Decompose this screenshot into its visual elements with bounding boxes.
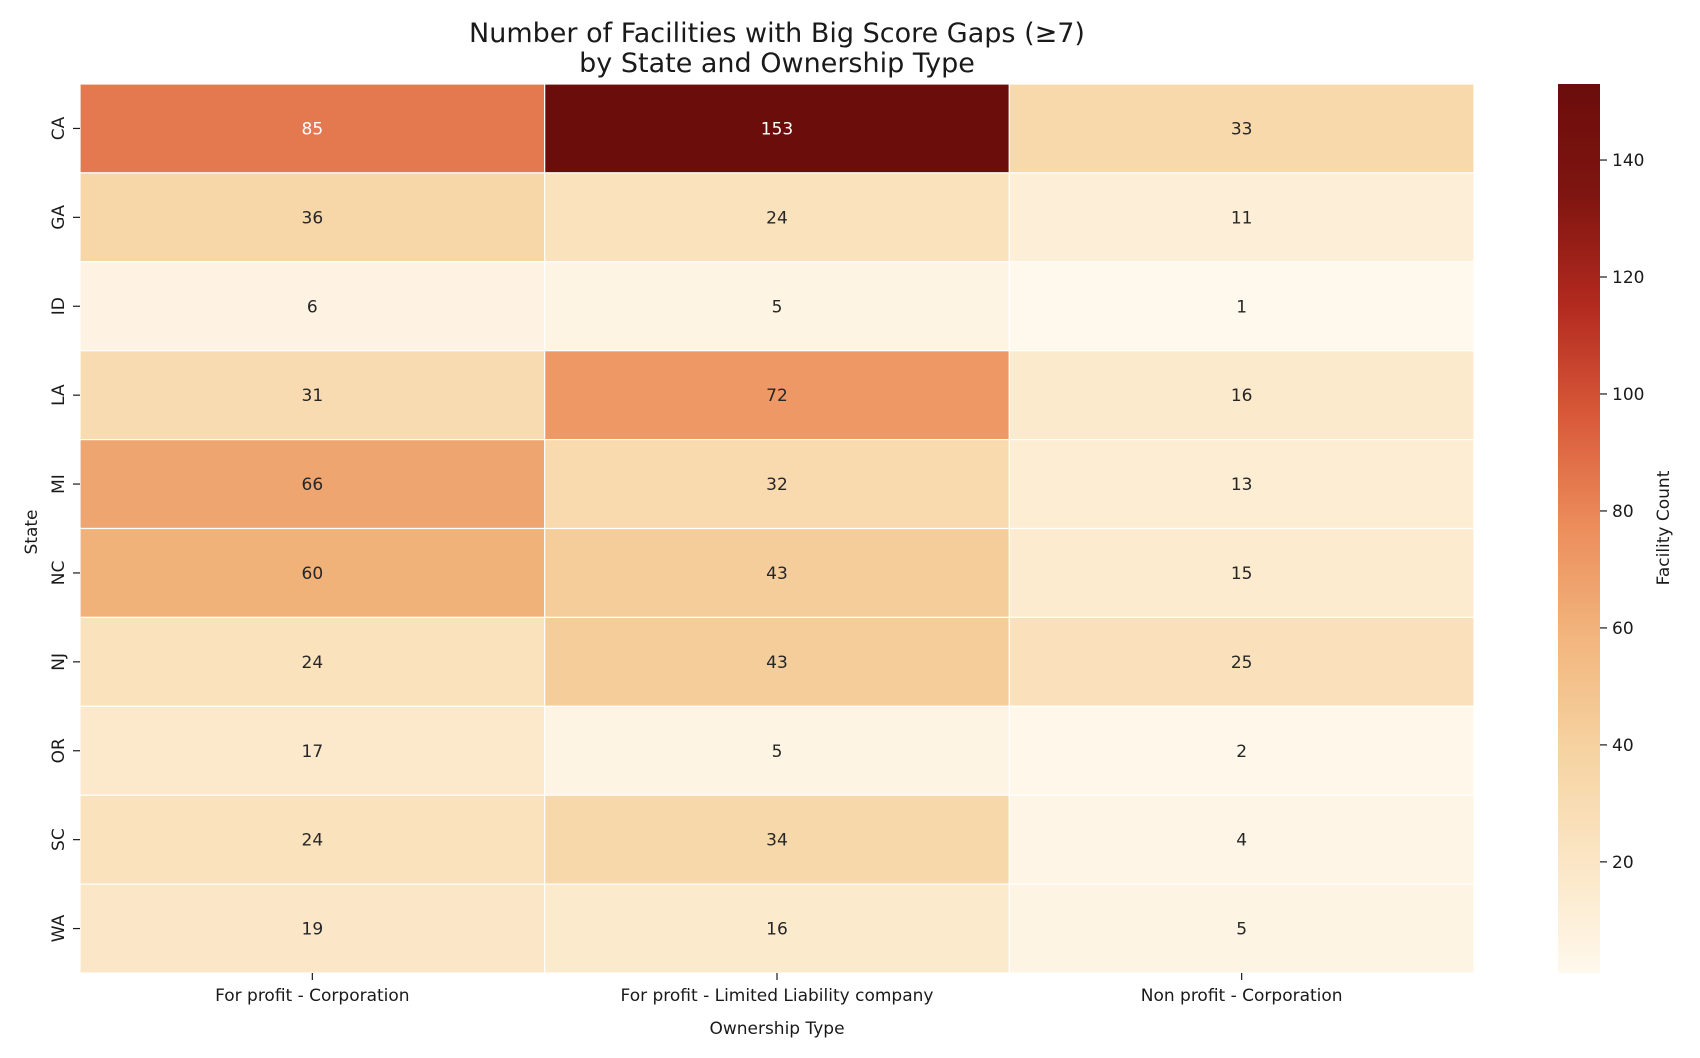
y-tick-label: NJ xyxy=(49,653,69,671)
chart-title: Number of Facilities with Big Score Gaps… xyxy=(469,18,1085,79)
heatmap-cell-or-0 xyxy=(79,705,546,796)
y-tick-label: GA xyxy=(49,205,69,230)
colorbar-tick-label: 80 xyxy=(1612,502,1634,522)
x-tick-label: For profit - Corporation xyxy=(215,986,410,1006)
chart-title-line-2: by State and Ownership Type xyxy=(579,48,975,79)
y-tick-label: CA xyxy=(49,116,69,140)
heatmap-cell-nj-1 xyxy=(544,616,1010,707)
heatmap-cell-mi-2 xyxy=(1008,439,1475,530)
y-tick-label: WA xyxy=(49,914,69,942)
y-tick-label: NC xyxy=(49,561,69,586)
cell-value-label: 16 xyxy=(766,920,788,940)
heatmap-cells xyxy=(79,83,1475,974)
heatmap-cell-sc-2 xyxy=(1008,794,1475,885)
cell-value-label: 13 xyxy=(1231,475,1253,495)
cell-value-label: 16 xyxy=(1231,386,1253,406)
cell-value-label: 31 xyxy=(302,386,324,406)
colorbar-ticks: 20 40 60 80 100 120 140 xyxy=(1600,151,1644,873)
cell-value-label: 43 xyxy=(766,564,788,584)
cell-value-label: 32 xyxy=(766,475,788,495)
heatmap-cell-ca-2 xyxy=(1008,83,1475,174)
colorbar-tick-label: 140 xyxy=(1612,151,1644,171)
cell-value-label: 85 xyxy=(302,119,324,139)
chart-title-line-1: Number of Facilities with Big Score Gaps… xyxy=(469,18,1085,49)
colorbar-tick-label: 40 xyxy=(1612,736,1634,756)
heatmap-cell-ca-0 xyxy=(79,83,546,174)
x-tick-label: For profit - Limited Liability company xyxy=(621,986,934,1006)
colorbar-tick-label: 100 xyxy=(1612,385,1644,405)
cell-value-label: 4 xyxy=(1236,831,1247,851)
y-axis-label: State xyxy=(22,510,42,555)
cell-value-label: 15 xyxy=(1231,564,1253,584)
heatmap-cell-ga-0 xyxy=(79,172,546,263)
cell-value-label: 5 xyxy=(772,742,783,762)
heatmap-cell-nc-1 xyxy=(544,527,1010,619)
heatmap-cell-wa-1 xyxy=(544,883,1010,974)
heatmap-cell-nc-2 xyxy=(1008,527,1475,619)
cell-value-label: 24 xyxy=(766,208,788,228)
x-axis: For profit - Corporation For profit - Lim… xyxy=(215,973,1343,1006)
cell-value-label: 153 xyxy=(761,119,793,139)
colorbar: 20 40 60 80 100 120 140 Facility Count xyxy=(1558,84,1674,973)
heatmap-cell-la-2 xyxy=(1008,350,1475,441)
cell-value-label: 17 xyxy=(302,742,324,762)
cell-value-label: 19 xyxy=(302,920,324,940)
heatmap-cell-id-1 xyxy=(544,261,1010,352)
y-tick-label: SC xyxy=(49,828,69,851)
colorbar-tick-label: 60 xyxy=(1612,619,1634,639)
heatmap-cell-or-2 xyxy=(1008,705,1475,796)
y-tick-label: MI xyxy=(49,474,69,494)
heatmap-cell-ga-2 xyxy=(1008,172,1475,263)
y-axis: CA GA ID LA MI NC NJ OR SC WA xyxy=(49,116,80,942)
cell-value-label: 24 xyxy=(302,653,324,673)
cell-value-label: 5 xyxy=(1236,920,1247,940)
heatmap-cell-or-1 xyxy=(544,705,1010,796)
y-tick-label: OR xyxy=(49,738,69,763)
cell-value-label: 11 xyxy=(1231,208,1253,228)
heatmap-cell-wa-2 xyxy=(1008,883,1475,974)
cell-value-label: 33 xyxy=(1231,119,1253,139)
cell-value-label: 25 xyxy=(1231,653,1253,673)
colorbar-label: Facility Count xyxy=(1654,470,1674,585)
x-tick-label: Non profit - Corporation xyxy=(1141,986,1343,1006)
heatmap-cell-mi-0 xyxy=(79,439,546,530)
colorbar-tick-label: 120 xyxy=(1612,268,1644,288)
cell-value-label: 1 xyxy=(1236,297,1247,317)
cell-value-label: 6 xyxy=(307,297,318,317)
cell-value-label: 5 xyxy=(772,297,783,317)
y-tick-label: LA xyxy=(49,384,69,406)
heatmap-cell-la-0 xyxy=(79,350,546,441)
heatmap-cell-nj-2 xyxy=(1008,616,1475,707)
heatmap-cell-mi-1 xyxy=(544,439,1010,530)
x-axis-label: Ownership Type xyxy=(709,1019,844,1039)
y-tick-label: ID xyxy=(49,297,69,315)
heatmap-cell-wa-0 xyxy=(79,883,546,974)
heatmap-cell-sc-0 xyxy=(79,794,546,885)
cell-value-label: 72 xyxy=(766,386,788,406)
cell-value-label: 2 xyxy=(1236,742,1247,762)
heatmap-cell-ca-1 xyxy=(544,83,1010,174)
heatmap-cell-nj-0 xyxy=(79,616,546,707)
cell-value-label: 60 xyxy=(302,564,324,584)
heatmap-cell-ga-1 xyxy=(544,172,1010,263)
cell-value-label: 66 xyxy=(302,475,324,495)
cell-value-label: 34 xyxy=(766,831,788,851)
colorbar-tick-label: 20 xyxy=(1612,853,1634,873)
cell-value-label: 43 xyxy=(766,653,788,673)
cell-value-label: 24 xyxy=(302,831,324,851)
cell-value-label: 36 xyxy=(302,208,324,228)
colorbar-gradient xyxy=(1558,84,1600,973)
